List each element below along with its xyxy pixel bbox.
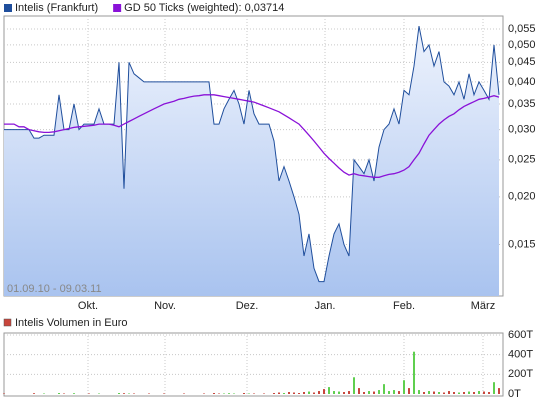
price-area bbox=[4, 26, 499, 296]
volume-bar bbox=[278, 392, 280, 394]
legend-label: Intelis (Frankfurt) bbox=[15, 2, 98, 14]
volume-bar bbox=[333, 391, 335, 394]
volume-bar bbox=[418, 390, 420, 394]
volume-bar bbox=[33, 393, 35, 394]
y-tick-label: 0,050 bbox=[508, 39, 536, 51]
volume-bar bbox=[393, 390, 395, 394]
volume-bar bbox=[228, 393, 230, 394]
volume-bar bbox=[243, 393, 245, 394]
volume-bar bbox=[468, 391, 470, 394]
volume-bar bbox=[308, 391, 310, 394]
volume-bar bbox=[313, 392, 315, 394]
volume-bar bbox=[58, 393, 60, 394]
volume-bar bbox=[448, 391, 450, 394]
volume-bar bbox=[443, 392, 445, 394]
volume-bar bbox=[273, 393, 275, 394]
volume-bar bbox=[388, 391, 390, 394]
volume-bar bbox=[488, 392, 490, 394]
y-tick-label: 0,055 bbox=[508, 23, 536, 35]
volume-bar bbox=[288, 392, 290, 394]
volume-bar bbox=[328, 387, 330, 394]
legend-label: Intelis Volumen in Euro bbox=[15, 317, 128, 329]
volume-bar bbox=[368, 391, 370, 394]
volume-bar bbox=[478, 391, 480, 394]
volume-bar bbox=[408, 388, 410, 394]
volume-bar bbox=[423, 392, 425, 394]
volume-bar bbox=[473, 392, 475, 394]
volume-bar bbox=[373, 391, 375, 394]
x-tick-label: Jan. bbox=[315, 300, 336, 312]
volume-bar bbox=[73, 393, 75, 394]
volume-bar bbox=[358, 388, 360, 394]
volume-bar bbox=[428, 391, 430, 394]
volume-bar bbox=[323, 389, 325, 394]
y-tick-label: 0,045 bbox=[508, 56, 536, 68]
y-tick-label: 0,020 bbox=[508, 191, 536, 203]
volume-bar bbox=[458, 392, 460, 394]
x-tick-label: Nov. bbox=[154, 300, 176, 312]
x-tick-label: Feb. bbox=[393, 300, 415, 312]
volume-bar bbox=[118, 393, 120, 394]
volume-bar bbox=[453, 392, 455, 394]
volume-bar bbox=[283, 393, 285, 394]
volume-bar bbox=[383, 384, 385, 394]
volume-bar bbox=[293, 392, 295, 394]
y-tick-label: 600T bbox=[508, 329, 533, 341]
legend-label: GD 50 Ticks (weighted): 0,03714 bbox=[124, 2, 284, 14]
volume-bar bbox=[433, 391, 435, 394]
x-tick-label: Okt. bbox=[78, 300, 98, 312]
y-tick-label: 0,015 bbox=[508, 238, 536, 250]
volume-bar bbox=[298, 393, 300, 394]
volume-bar bbox=[378, 390, 380, 394]
volume-bar bbox=[353, 377, 355, 394]
volume-bar bbox=[438, 392, 440, 394]
legend-swatch bbox=[3, 318, 12, 327]
volume-bar bbox=[343, 392, 345, 394]
volume-bar bbox=[213, 393, 215, 394]
legend-swatch bbox=[4, 4, 12, 12]
volume-bar bbox=[493, 382, 495, 394]
volume-bar bbox=[338, 391, 340, 394]
y-tick-label: 0,040 bbox=[508, 76, 536, 88]
volume-bar bbox=[363, 392, 365, 394]
x-tick-label: März bbox=[471, 300, 495, 312]
volume-bar bbox=[398, 391, 400, 394]
y-tick-label: 400T bbox=[508, 349, 533, 361]
y-tick-label: 0,030 bbox=[508, 123, 536, 135]
volume-bar bbox=[318, 391, 320, 394]
volume-bar bbox=[403, 380, 405, 394]
volume-bar bbox=[413, 351, 415, 394]
series-line bbox=[4, 94, 500, 178]
x-tick-label: Dez. bbox=[236, 300, 259, 312]
y-tick-label: 0,035 bbox=[508, 98, 536, 110]
volume-bar bbox=[498, 388, 500, 394]
period-label: 01.09.10 - 09.03.11 bbox=[7, 283, 102, 295]
volume-bar bbox=[123, 393, 125, 394]
volume-bar bbox=[483, 391, 485, 394]
y-tick-label: 0T bbox=[508, 388, 521, 400]
volume-bar bbox=[348, 391, 350, 394]
legend-swatch bbox=[113, 4, 122, 12]
volume-frame bbox=[3, 332, 504, 397]
y-tick-label: 200T bbox=[508, 368, 533, 380]
y-tick-label: 0,025 bbox=[508, 154, 536, 166]
volume-bar bbox=[303, 392, 305, 394]
volume-bar bbox=[463, 392, 465, 394]
